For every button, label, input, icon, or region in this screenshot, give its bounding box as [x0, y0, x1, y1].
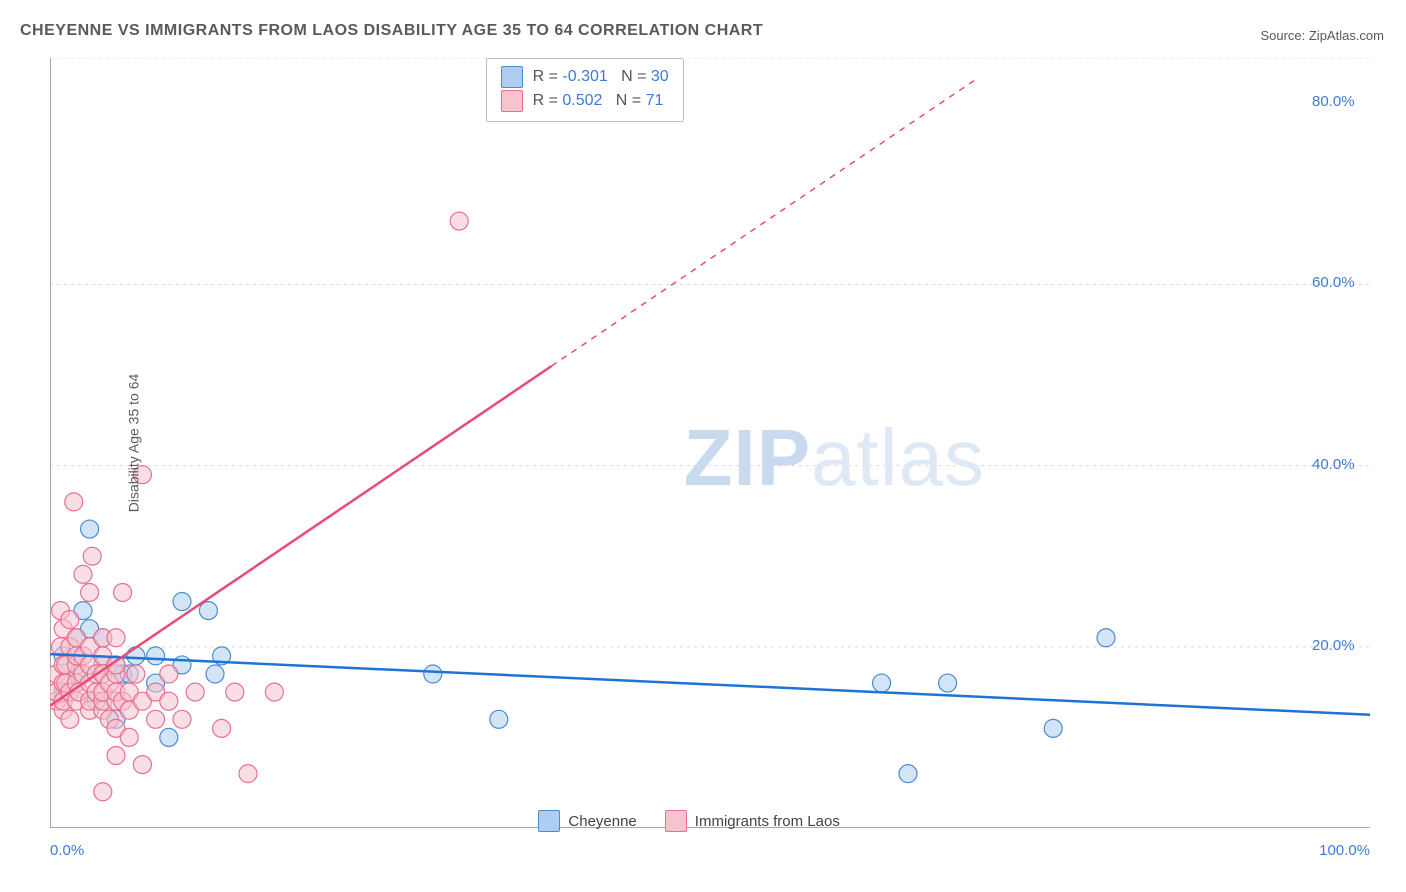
- correlation-stats-box: R = -0.301 N = 30R = 0.502 N = 71: [486, 58, 684, 122]
- stats-swatch: [501, 66, 523, 88]
- legend-label: Cheyenne: [568, 813, 636, 830]
- stats-text: R = 0.502 N = 71: [533, 89, 664, 113]
- source-link[interactable]: ZipAtlas.com: [1309, 28, 1384, 43]
- source-prefix: Source:: [1260, 28, 1308, 43]
- axis-tick-label: 100.0%: [1319, 842, 1370, 859]
- legend-item: Cheyenne: [538, 810, 636, 832]
- y-axis-label: Disability Age 35 to 64: [125, 374, 141, 513]
- legend-swatch: [538, 810, 560, 832]
- legend-label: Immigrants from Laos: [695, 813, 840, 830]
- source-attribution: Source: ZipAtlas.com: [1260, 28, 1384, 43]
- scatter-chart: [50, 58, 1370, 828]
- axis-tick-label: 40.0%: [1312, 456, 1355, 473]
- axis-tick-label: 0.0%: [50, 842, 84, 859]
- series-legend: Cheyenne Immigrants from Laos: [538, 810, 839, 832]
- axis-tick-label: 20.0%: [1312, 637, 1355, 654]
- legend-swatch: [665, 810, 687, 832]
- chart-area: Disability Age 35 to 64 ZIPatlas R = -0.…: [50, 58, 1370, 828]
- stats-text: R = -0.301 N = 30: [533, 65, 669, 89]
- legend-item: Immigrants from Laos: [665, 810, 840, 832]
- chart-title: CHEYENNE VS IMMIGRANTS FROM LAOS DISABIL…: [20, 22, 763, 40]
- axis-tick-label: 60.0%: [1312, 274, 1355, 291]
- stats-row: R = -0.301 N = 30: [501, 65, 669, 89]
- stats-row: R = 0.502 N = 71: [501, 89, 669, 113]
- stats-swatch: [501, 90, 523, 112]
- axis-tick-label: 80.0%: [1312, 93, 1355, 110]
